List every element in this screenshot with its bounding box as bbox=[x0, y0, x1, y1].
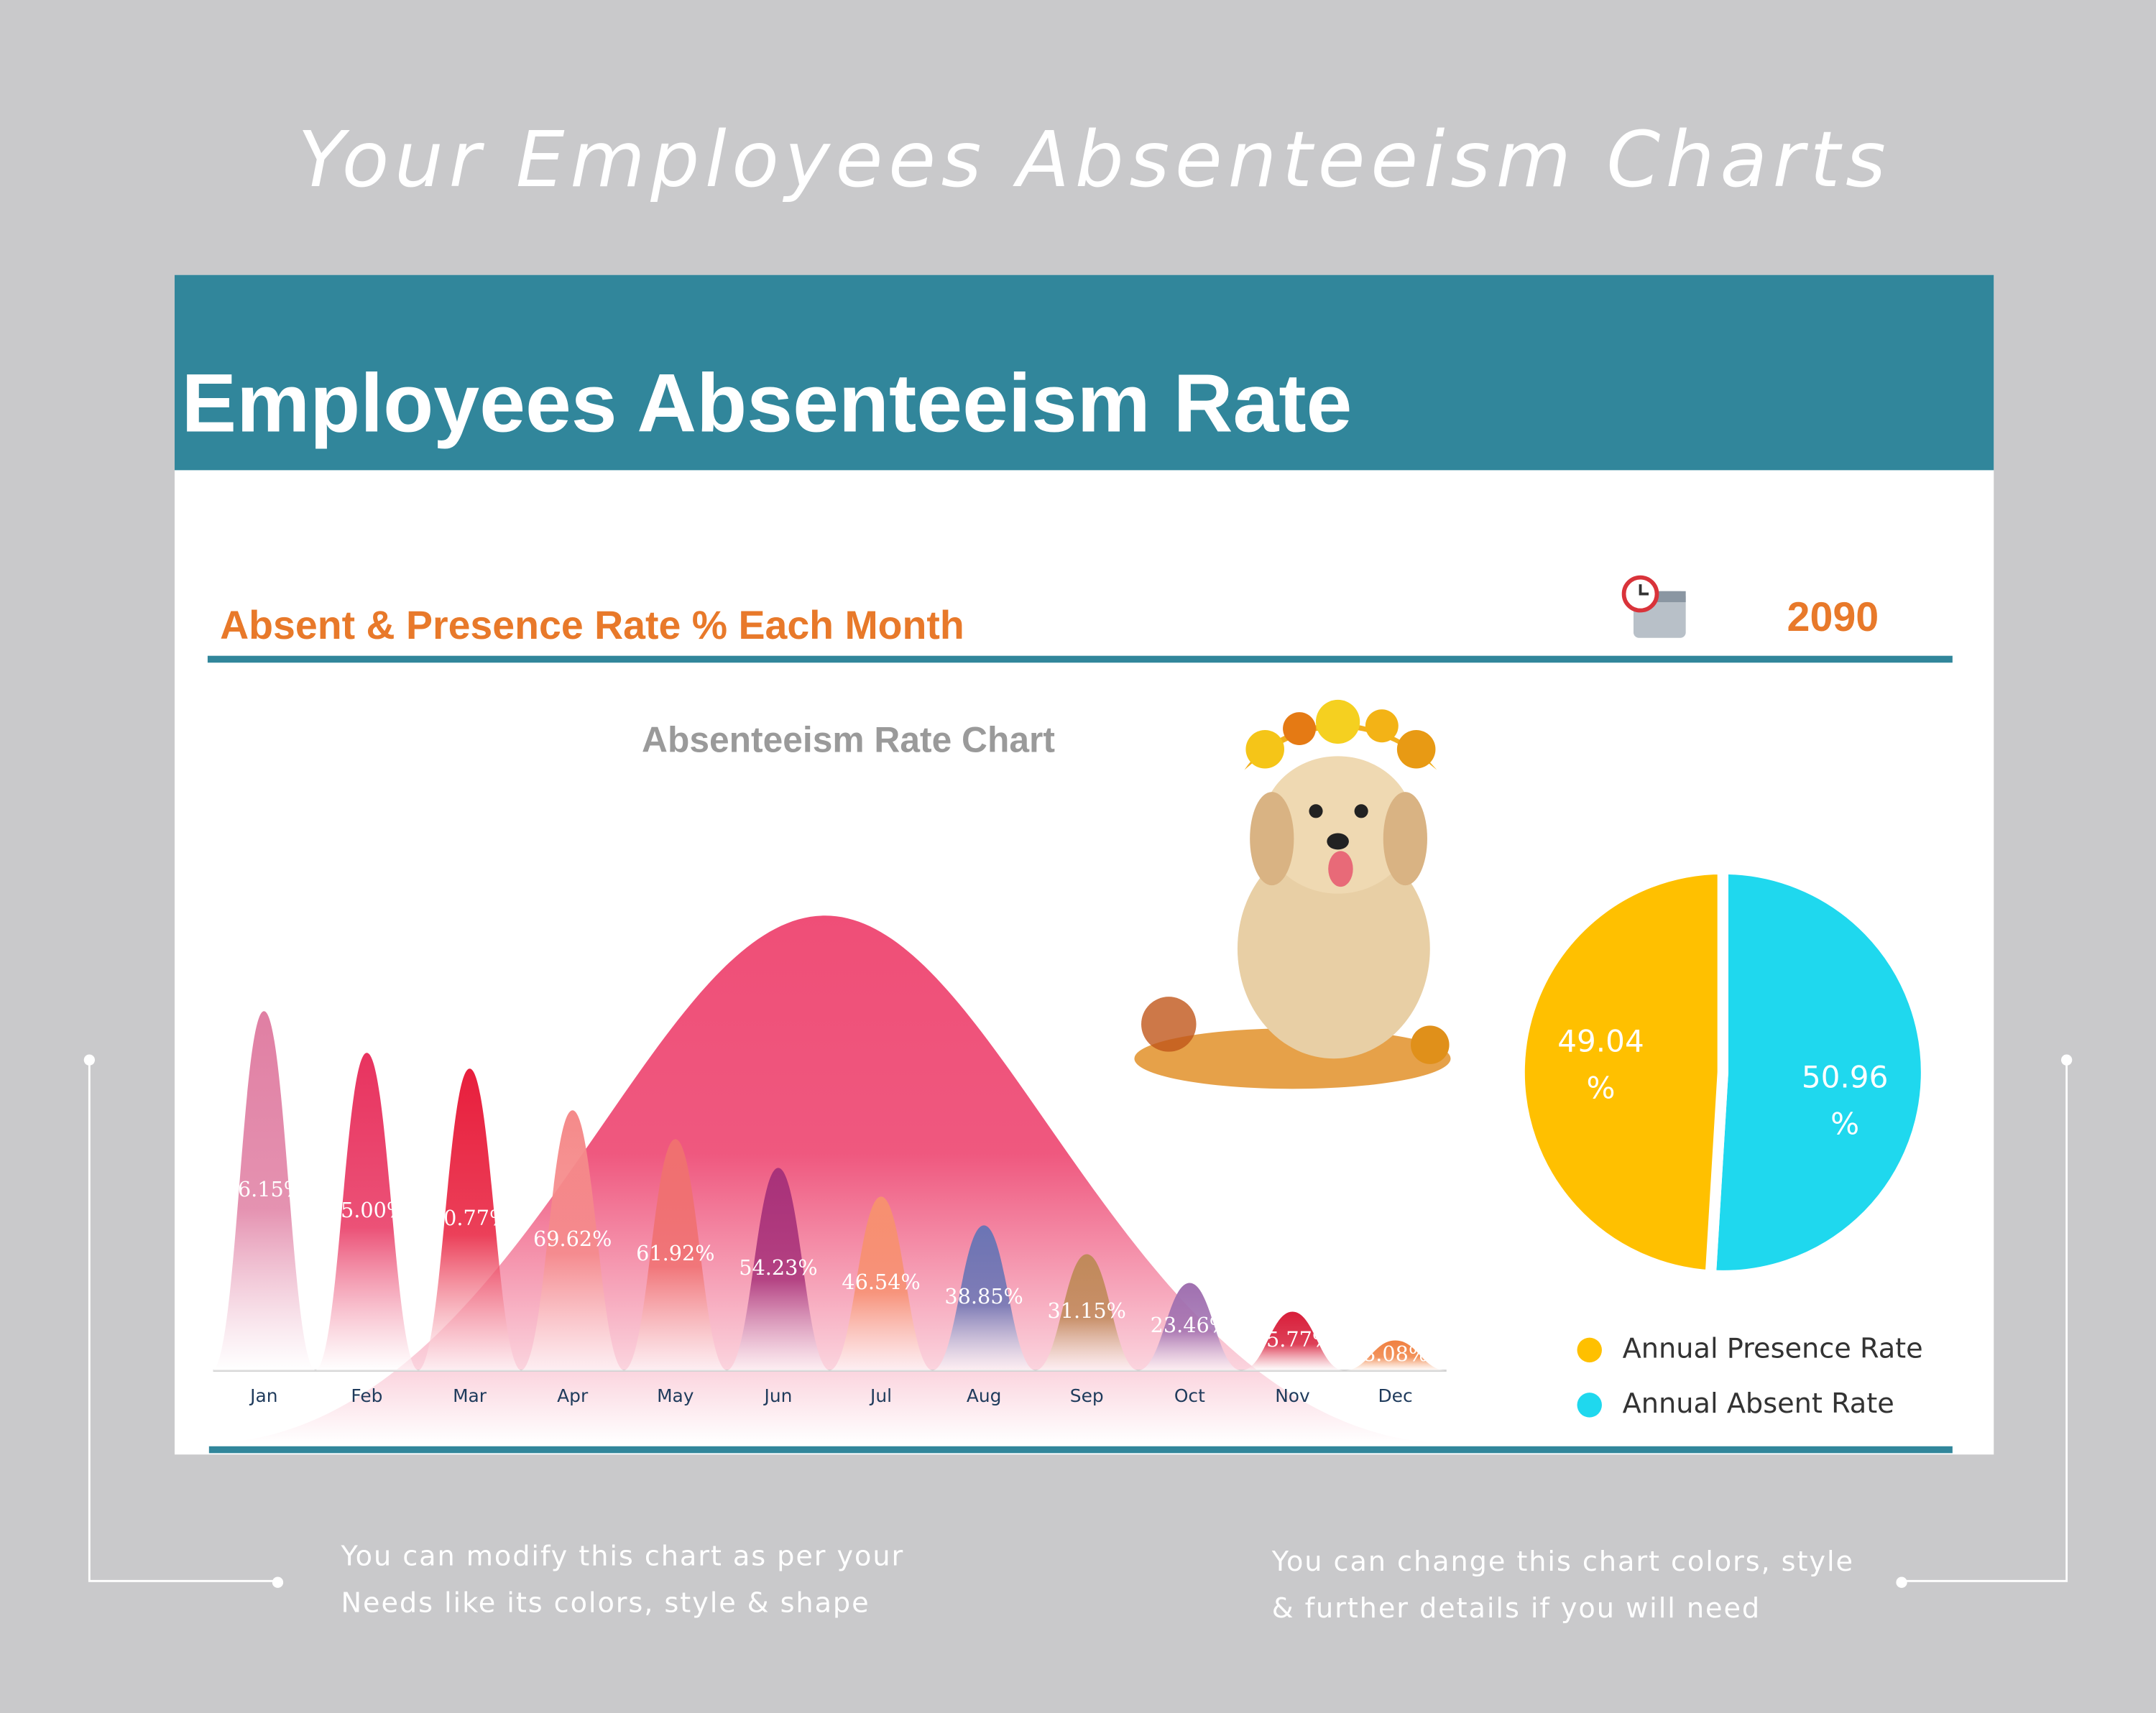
peak bbox=[314, 1053, 420, 1371]
value-label: 38.85% bbox=[944, 1284, 1023, 1308]
peak bbox=[931, 1225, 1036, 1371]
value-label: 49.04 % bbox=[1557, 1025, 1644, 1107]
value-label: 15.77% bbox=[1253, 1327, 1332, 1352]
note-line: & further details if you will need bbox=[1272, 1592, 1761, 1625]
section-rule bbox=[207, 655, 1953, 663]
page-title: Your Employees Absenteeism Charts bbox=[298, 116, 1891, 205]
value-label: 50.96 % bbox=[1801, 1061, 1889, 1142]
x-tick-label: Apr bbox=[557, 1385, 589, 1406]
peak bbox=[726, 1168, 831, 1371]
x-tick-label: Nov bbox=[1275, 1385, 1310, 1406]
calendar-icon bbox=[1621, 575, 1686, 638]
peak bbox=[1240, 1311, 1345, 1371]
section-title: Absent & Presence Rate % Each Month bbox=[220, 603, 964, 647]
x-tick-label: Mar bbox=[453, 1385, 487, 1406]
decorative-bell bbox=[213, 915, 1444, 1444]
x-tick-label: Jun bbox=[763, 1385, 792, 1406]
x-tick-label: Feb bbox=[351, 1385, 382, 1406]
peak bbox=[211, 1011, 317, 1371]
header-band bbox=[174, 274, 1994, 471]
peak bbox=[623, 1139, 728, 1371]
dog-illustration bbox=[1134, 699, 1451, 1089]
peak bbox=[829, 1196, 934, 1371]
value-label: 61.92% bbox=[636, 1241, 714, 1265]
x-tick-label: Sep bbox=[1070, 1385, 1104, 1406]
value-label: 80.77% bbox=[430, 1206, 509, 1230]
pie-slice bbox=[1705, 863, 1932, 1282]
x-tick-label: Oct bbox=[1174, 1385, 1205, 1406]
x-tick-label: Jan bbox=[249, 1385, 277, 1406]
legend-label: Annual Absent Rate bbox=[1623, 1388, 1894, 1420]
pie-slice bbox=[1514, 863, 1728, 1282]
legend-swatch bbox=[1577, 1337, 1602, 1363]
value-label: 54.23% bbox=[739, 1255, 817, 1280]
value-label: 85.00% bbox=[328, 1198, 406, 1222]
value-label-box: 49.04 % bbox=[1557, 1025, 1644, 1107]
year: 2090 bbox=[1787, 594, 1879, 640]
peak bbox=[417, 1068, 522, 1371]
x-tick-label: May bbox=[657, 1385, 694, 1406]
value-label: 69.62% bbox=[533, 1227, 612, 1251]
chart-title: Absenteeism Rate Chart bbox=[642, 719, 1055, 759]
value-label: 96.15% bbox=[225, 1177, 303, 1201]
legend-swatch bbox=[1577, 1393, 1602, 1418]
x-tick-label: Aug bbox=[967, 1385, 1002, 1406]
bottom-rule bbox=[208, 1446, 1953, 1454]
decorative-brackets bbox=[88, 1061, 2068, 1582]
peak bbox=[1137, 1283, 1243, 1371]
value-label-box: 50.96 % bbox=[1801, 1061, 1889, 1142]
value-label: 46.54% bbox=[842, 1270, 920, 1294]
peak bbox=[1034, 1254, 1139, 1371]
legend-label: Annual Presence Rate bbox=[1623, 1332, 1923, 1365]
value-label: 23.46% bbox=[1151, 1313, 1229, 1337]
header-title: Employees Absenteeism Rate bbox=[182, 358, 1353, 450]
note-line: You can modify this chart as per your bbox=[340, 1540, 904, 1572]
value-label: 8.08% bbox=[1363, 1342, 1428, 1366]
value-label: 31.15% bbox=[1048, 1298, 1126, 1323]
x-tick-label: Jul bbox=[869, 1385, 892, 1406]
note-line: You can change this chart colors, style bbox=[1271, 1546, 1854, 1578]
peak bbox=[1342, 1340, 1448, 1371]
decorative-dots bbox=[83, 1054, 2073, 1588]
peak bbox=[520, 1110, 625, 1371]
x-tick-label: Dec bbox=[1378, 1385, 1413, 1406]
note-line: Needs like its colors, style & shape bbox=[341, 1587, 870, 1619]
